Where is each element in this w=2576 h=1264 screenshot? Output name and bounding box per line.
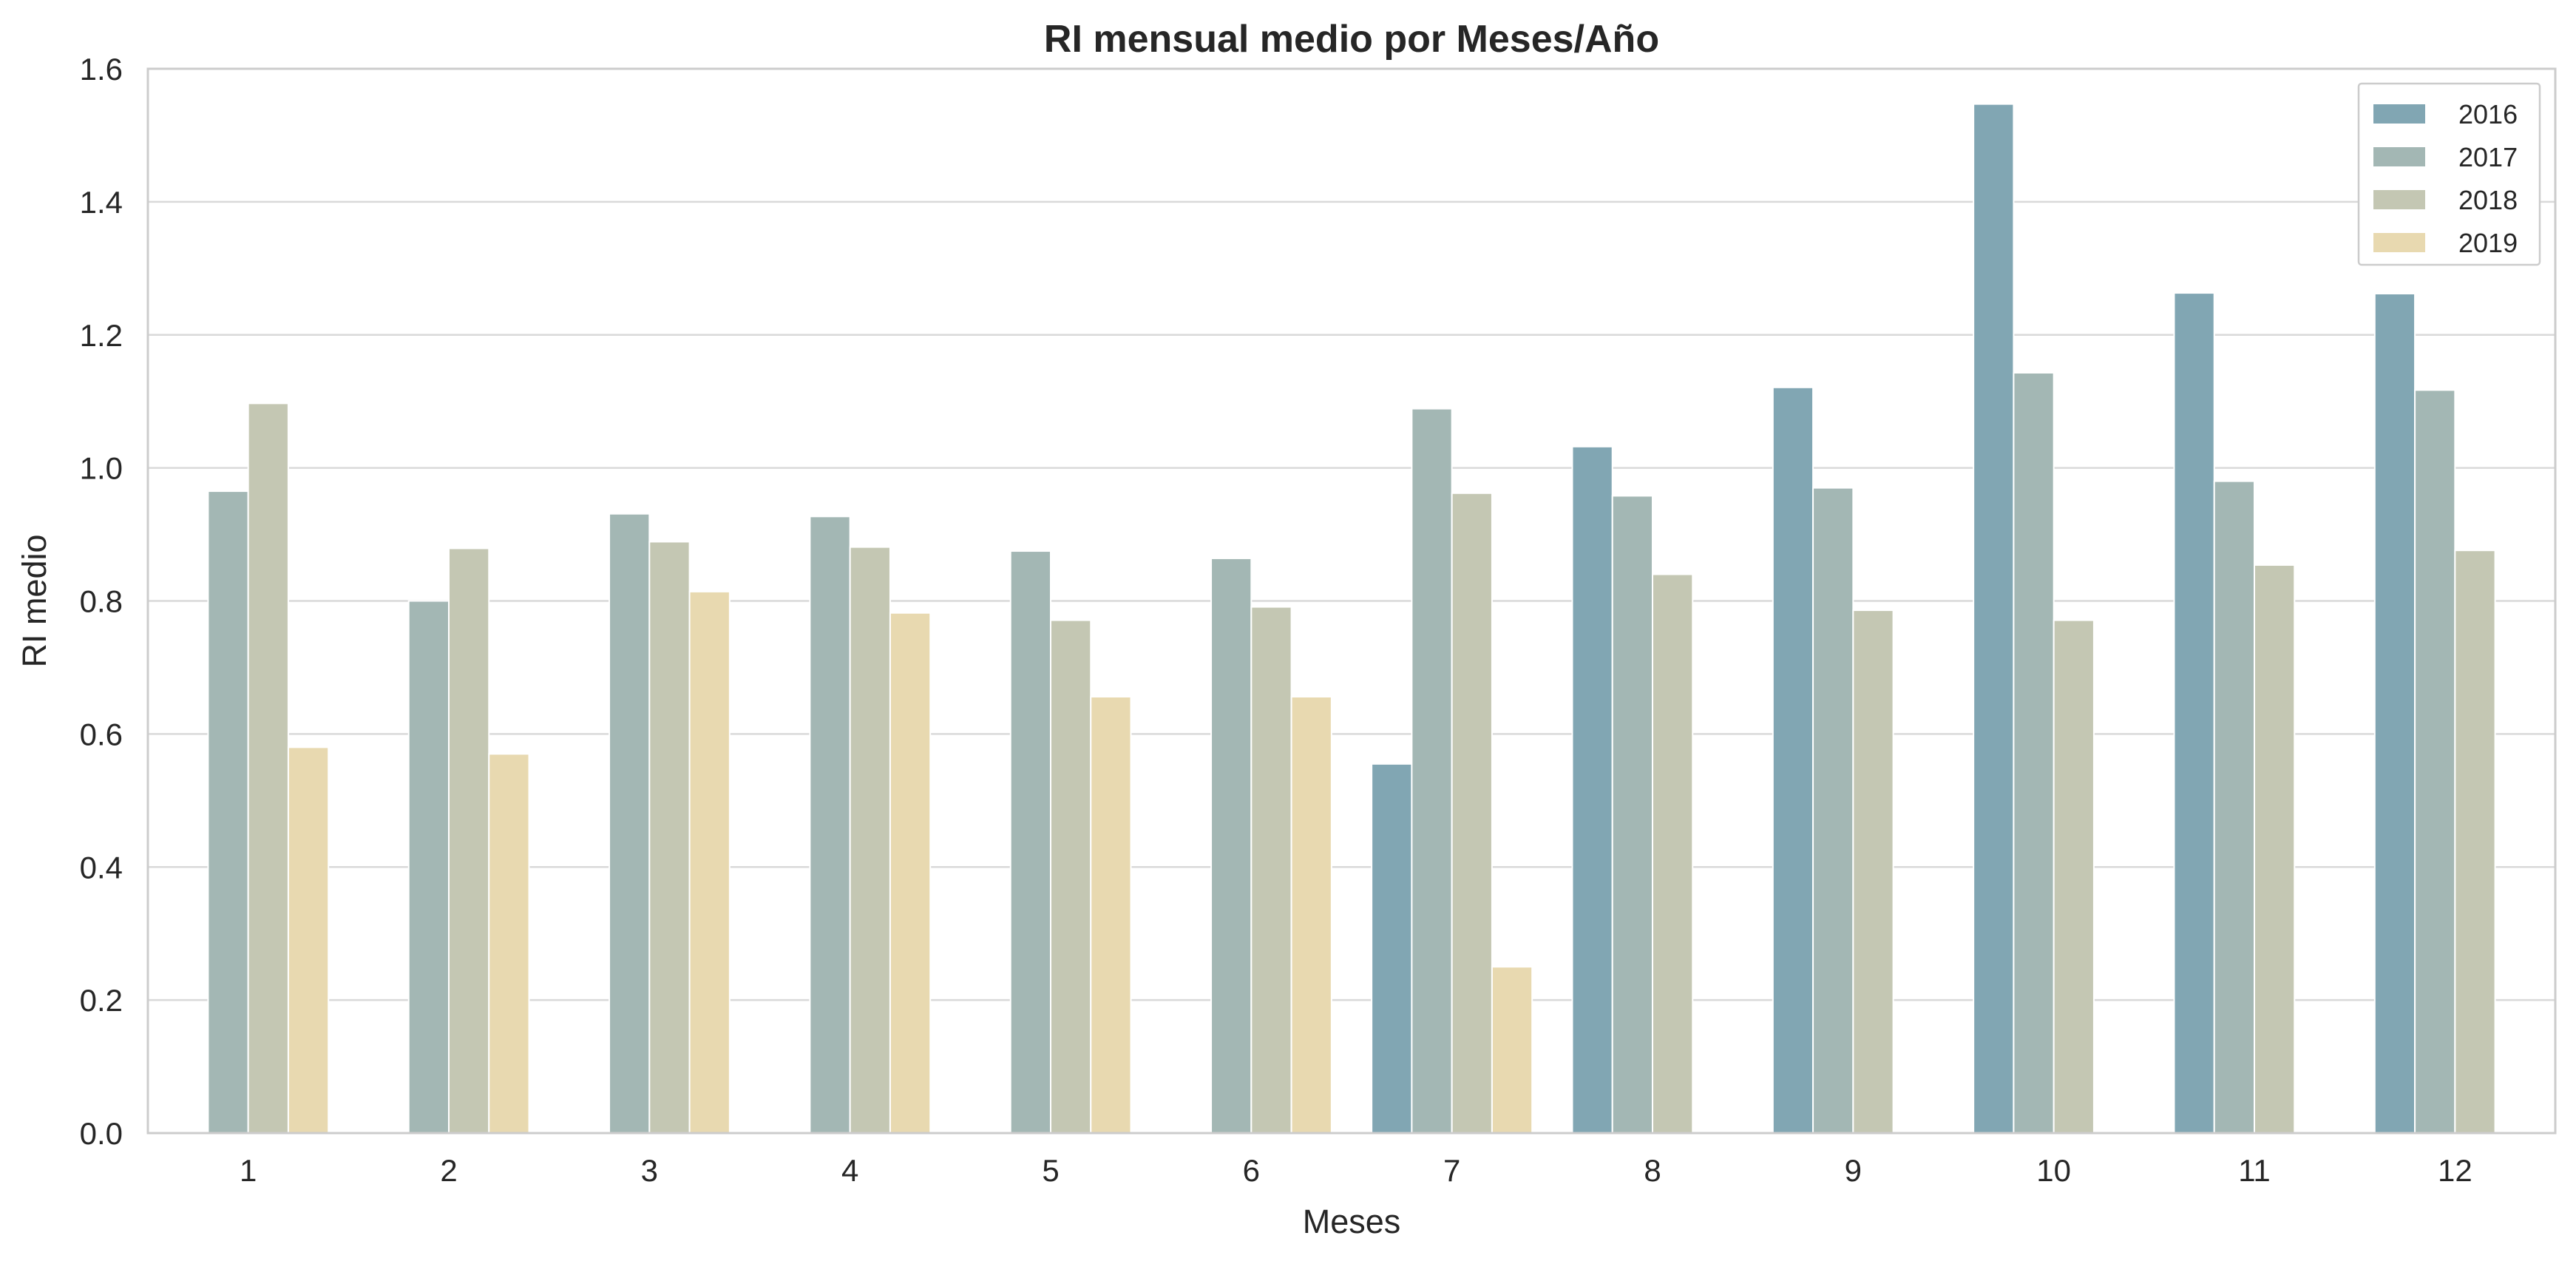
chart-title: RI mensual medio por Meses/Año — [1044, 18, 1659, 61]
bar-2017-mes-11 — [2213, 480, 2256, 1134]
bar-2018-mes-12 — [2454, 550, 2496, 1134]
x-tick-label: 8 — [1644, 1153, 1661, 1188]
bar-2019-mes-7 — [1491, 966, 1533, 1134]
y-tick-label: 1.0 — [80, 451, 123, 486]
bars-layer — [207, 103, 2496, 1135]
legend-swatch-2018 — [2373, 190, 2425, 209]
y-tick-label: 1.2 — [80, 318, 123, 353]
x-tick-label: 10 — [2036, 1153, 2071, 1188]
plot-frame — [146, 67, 2557, 1135]
bar-2019-mes-5 — [1090, 696, 1132, 1134]
bar-2018-mes-1 — [247, 402, 289, 1134]
legend-label-2017: 2017 — [2458, 142, 2518, 172]
bar-2019-mes-2 — [488, 753, 530, 1134]
bar-2016-mes-7 — [1371, 763, 1413, 1135]
x-tick-label: 2 — [440, 1153, 457, 1188]
y-tick-label: 0.2 — [80, 983, 123, 1018]
legend-label-2018: 2018 — [2458, 185, 2518, 215]
bar-2017-mes-7 — [1411, 408, 1453, 1134]
bar-2017-mes-2 — [407, 600, 450, 1134]
y-tick-label: 0.4 — [80, 850, 123, 885]
bar-2017-mes-3 — [609, 513, 651, 1134]
y-tick-label: 0.6 — [80, 717, 123, 751]
bar-2018-mes-5 — [1050, 619, 1092, 1134]
bar-2016-mes-10 — [1973, 103, 2015, 1134]
bar-2018-mes-3 — [648, 541, 691, 1134]
x-tick-label: 5 — [1042, 1153, 1059, 1188]
x-tick-label: 11 — [2238, 1153, 2271, 1188]
bar-2018-mes-8 — [1652, 573, 1694, 1134]
x-tick-label: 7 — [1443, 1153, 1460, 1188]
x-tick-label: 1 — [240, 1153, 257, 1188]
x-tick-label: 9 — [1845, 1153, 1862, 1188]
bar-2016-mes-12 — [2373, 292, 2416, 1134]
bar-2017-mes-1 — [207, 490, 249, 1134]
bar-2017-mes-8 — [1611, 495, 1654, 1134]
legend-swatch-2019 — [2373, 233, 2425, 252]
y-tick-label: 0.0 — [80, 1116, 123, 1151]
bar-2017-mes-12 — [2414, 389, 2456, 1134]
bar-2017-mes-5 — [1009, 550, 1051, 1134]
legend-box — [2357, 82, 2541, 266]
bar-2019-mes-3 — [688, 590, 731, 1134]
x-tick-label: 12 — [2438, 1153, 2472, 1188]
bar-2018-mes-10 — [2053, 619, 2095, 1134]
bar-2018-mes-4 — [849, 546, 891, 1134]
bar-2018-mes-9 — [1852, 609, 1894, 1134]
bar-2019-mes-4 — [889, 612, 932, 1134]
bar-2019-mes-1 — [287, 746, 330, 1134]
x-tick-label: 4 — [841, 1153, 858, 1188]
legend-swatch-2017 — [2373, 147, 2425, 166]
bar-2017-mes-6 — [1210, 557, 1253, 1134]
bar-2019-mes-6 — [1290, 696, 1332, 1134]
legend-label-2016: 2016 — [2458, 99, 2518, 129]
x-tick-label: 3 — [641, 1153, 658, 1188]
bar-2018-mes-7 — [1451, 492, 1493, 1134]
y-tick-label: 1.4 — [80, 185, 123, 220]
y-tick-labels: 0.0 0.2 0.4 0.6 0.8 1.0 1.2 1.4 1.6 — [80, 52, 123, 1151]
bar-2017-mes-10 — [2013, 372, 2055, 1134]
bar-2017-mes-9 — [1812, 487, 1854, 1134]
legend: 2016 2017 2018 2019 — [2357, 82, 2541, 266]
bar-2018-mes-2 — [448, 547, 490, 1134]
bar-2016-mes-8 — [1571, 445, 1613, 1134]
x-tick-label: 6 — [1243, 1153, 1260, 1188]
y-tick-label: 1.6 — [80, 52, 123, 87]
legend-label-2019: 2019 — [2458, 228, 2518, 258]
bar-2016-mes-9 — [1772, 386, 1814, 1134]
bar-2016-mes-11 — [2173, 292, 2215, 1135]
x-tick-labels: 1 2 3 4 5 6 7 8 9 10 11 12 — [240, 1153, 2472, 1188]
y-axis-title: RI medio — [16, 534, 53, 667]
y-tick-label: 0.8 — [80, 584, 123, 619]
legend-swatch-2016 — [2373, 104, 2425, 124]
bar-2017-mes-4 — [809, 516, 851, 1134]
x-axis-title: Meses — [1303, 1203, 1401, 1240]
bar-2018-mes-11 — [2254, 564, 2296, 1134]
bar-2018-mes-6 — [1250, 606, 1292, 1134]
